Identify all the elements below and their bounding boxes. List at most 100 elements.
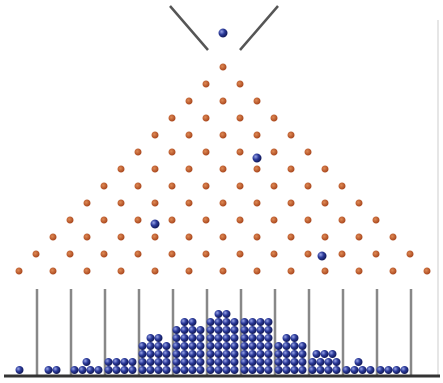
ball: [385, 366, 393, 374]
peg: [220, 166, 227, 173]
ball: [207, 334, 215, 342]
ball: [249, 326, 257, 334]
ball: [291, 358, 299, 366]
falling-ball: [318, 252, 327, 261]
ball: [189, 366, 197, 374]
ball: [257, 334, 265, 342]
ball: [299, 358, 307, 366]
peg: [356, 200, 363, 207]
ball: [129, 358, 137, 366]
peg: [152, 132, 159, 139]
ball: [367, 366, 375, 374]
peg: [339, 183, 346, 190]
ball: [241, 350, 249, 358]
ball: [223, 350, 231, 358]
ball: [197, 334, 205, 342]
ball: [163, 342, 171, 350]
falling-ball: [219, 29, 228, 38]
ball: [189, 358, 197, 366]
ball: [333, 366, 341, 374]
bin-pile: [173, 318, 205, 374]
ball: [181, 326, 189, 334]
peg: [203, 217, 210, 224]
peg: [356, 234, 363, 241]
peg: [322, 234, 329, 241]
peg: [169, 183, 176, 190]
ball: [231, 366, 239, 374]
peg: [84, 200, 91, 207]
ball: [147, 366, 155, 374]
bin-pile: [16, 366, 24, 374]
ball: [275, 350, 283, 358]
peg: [220, 200, 227, 207]
bin-pile: [377, 366, 409, 374]
ball: [257, 326, 265, 334]
falling-balls: [151, 29, 327, 261]
peg: [254, 234, 261, 241]
ball: [299, 350, 307, 358]
ball: [223, 342, 231, 350]
ball: [181, 334, 189, 342]
ball: [265, 342, 273, 350]
ball: [129, 366, 137, 374]
bin-pile: [309, 350, 341, 374]
peg: [390, 268, 397, 275]
ball: [275, 358, 283, 366]
ball-piles: [16, 310, 409, 374]
ball: [155, 358, 163, 366]
ball: [313, 350, 321, 358]
falling-ball: [151, 220, 160, 229]
peg: [152, 200, 159, 207]
peg: [373, 217, 380, 224]
peg: [186, 268, 193, 275]
ball: [249, 366, 257, 374]
ball: [359, 366, 367, 374]
ball: [173, 358, 181, 366]
peg: [101, 183, 108, 190]
ball: [265, 326, 273, 334]
ball: [173, 366, 181, 374]
ball: [189, 326, 197, 334]
peg: [101, 217, 108, 224]
ball: [207, 358, 215, 366]
ball: [241, 326, 249, 334]
peg: [169, 149, 176, 156]
ball: [283, 334, 291, 342]
ball: [275, 366, 283, 374]
ball: [223, 326, 231, 334]
funnel-left: [170, 6, 208, 50]
ball: [283, 366, 291, 374]
ball: [147, 350, 155, 358]
peg: [305, 251, 312, 258]
peg: [203, 149, 210, 156]
peg: [288, 268, 295, 275]
peg: [254, 98, 261, 105]
ball: [163, 366, 171, 374]
ball: [283, 342, 291, 350]
ball: [265, 366, 273, 374]
ball: [231, 358, 239, 366]
peg: [237, 251, 244, 258]
ball: [155, 366, 163, 374]
peg: [237, 81, 244, 88]
ball: [16, 366, 24, 374]
peg: [220, 234, 227, 241]
ball: [105, 358, 113, 366]
peg: [254, 166, 261, 173]
ball: [231, 350, 239, 358]
bin-pile: [105, 358, 137, 374]
ball: [241, 342, 249, 350]
peg: [373, 251, 380, 258]
ball: [197, 326, 205, 334]
peg: [152, 268, 159, 275]
peg: [101, 251, 108, 258]
peg: [237, 217, 244, 224]
ball: [121, 358, 129, 366]
ball: [215, 318, 223, 326]
ball: [181, 350, 189, 358]
peg: [288, 166, 295, 173]
ball: [317, 358, 325, 366]
peg: [305, 217, 312, 224]
ball: [113, 358, 121, 366]
peg: [67, 217, 74, 224]
